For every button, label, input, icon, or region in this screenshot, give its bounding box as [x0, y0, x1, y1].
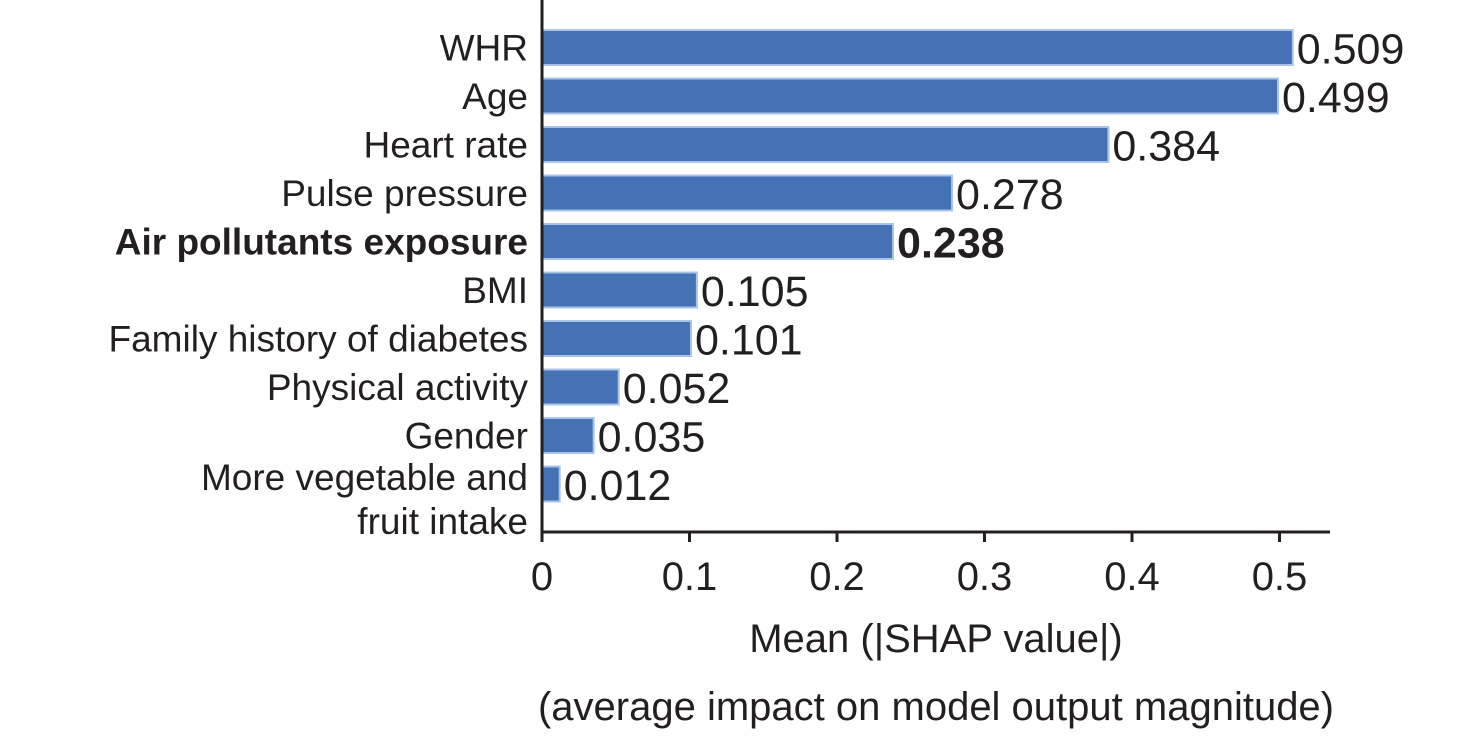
- category-label-2: Age: [462, 76, 528, 117]
- value-label-2: 0.499: [1282, 74, 1390, 122]
- category-labels: WHR Age Heart rate Pulse pressure Air pollut…: [108, 28, 528, 543]
- x-tick-label: 0.2: [809, 555, 865, 599]
- x-tick-label: 0.5: [1252, 555, 1308, 599]
- value-label-7: 0.101: [695, 317, 803, 365]
- bar-2: [541, 77, 1280, 115]
- bar-10: [541, 465, 561, 503]
- category-label-6: BMI: [462, 270, 528, 311]
- category-label-4: Pulse pressure: [281, 173, 528, 214]
- category-label-10: More vegetable and fruit intake: [201, 457, 528, 542]
- value-label-4: 0.278: [956, 171, 1064, 219]
- value-label-10: 0.012: [564, 462, 672, 510]
- bar-4: [541, 174, 954, 212]
- value-label-3: 0.384: [1112, 123, 1220, 171]
- category-label-line: More vegetable and: [201, 457, 528, 498]
- category-label-line: fruit intake: [357, 501, 528, 542]
- category-label-8: Physical activity: [267, 367, 529, 408]
- category-label-9: Gender: [405, 416, 528, 457]
- value-label-5: 0.238: [897, 220, 1005, 268]
- category-label-3: Heart rate: [363, 125, 528, 166]
- bar-9: [541, 417, 595, 454]
- x-axis-title: Mean (|SHAP value|): [749, 617, 1123, 661]
- category-label-5: Air pollutants exposure: [115, 222, 528, 263]
- bar-7: [541, 320, 692, 357]
- x-tick-label: 0.4: [1104, 555, 1160, 599]
- bar-5: [541, 223, 895, 260]
- category-label-1: WHR: [440, 28, 528, 69]
- x-tick-label: 0.1: [662, 555, 718, 599]
- value-label-8: 0.052: [623, 365, 731, 413]
- value-label-9: 0.035: [598, 414, 706, 462]
- bar-3: [541, 126, 1110, 163]
- category-label-7: Family history of diabetes: [108, 319, 528, 360]
- x-tick-label: 0.3: [957, 555, 1013, 599]
- x-axis-ticks: 0 0.1 0.2 0.3 0.4 0.5: [531, 532, 1307, 599]
- bar-6: [541, 271, 698, 309]
- bar-1: [541, 29, 1294, 66]
- bar-8: [541, 368, 620, 406]
- x-axis-subtitle: (average impact on model output magnitud…: [538, 685, 1334, 729]
- bars-group: [541, 29, 1294, 503]
- x-tick-label: 0: [531, 555, 553, 599]
- value-label-1: 0.509: [1297, 26, 1405, 74]
- value-label-6: 0.105: [701, 268, 809, 316]
